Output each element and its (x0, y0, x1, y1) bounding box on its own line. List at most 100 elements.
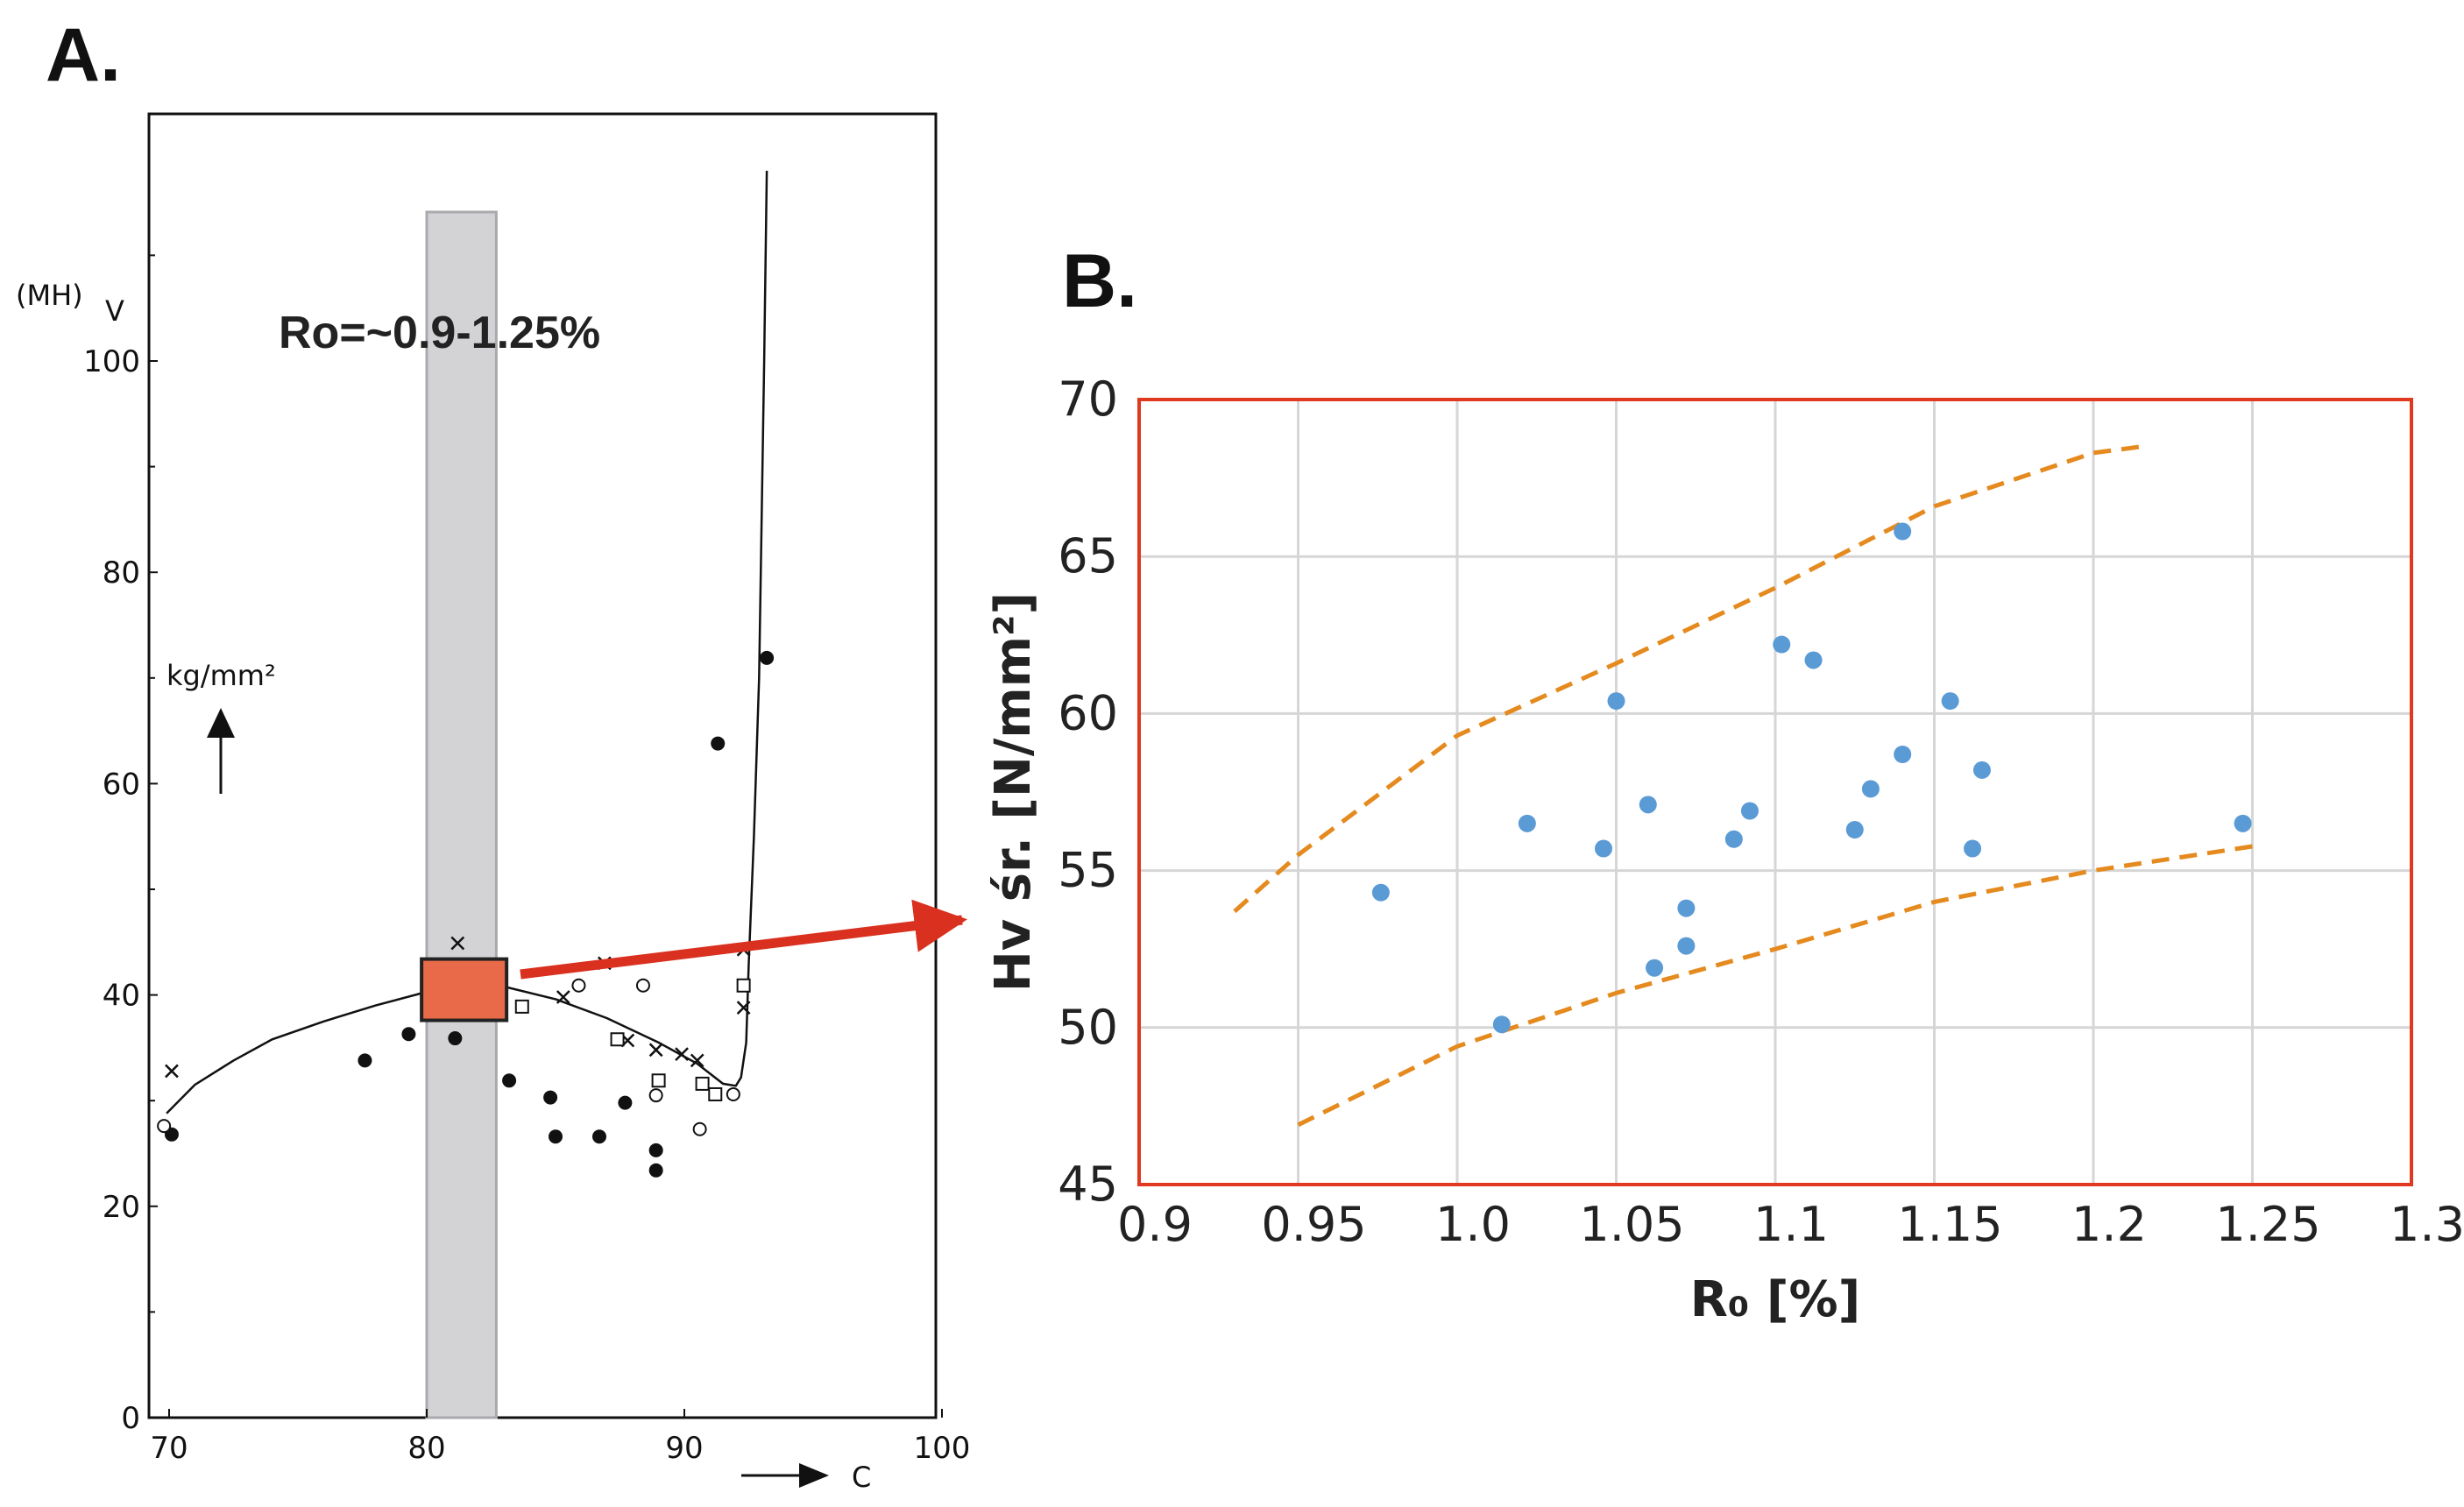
b-data-point (1724, 830, 1743, 848)
a-xtick-label: 80 (407, 1431, 445, 1466)
b-data-point (1964, 839, 1982, 858)
cross-point (675, 1047, 689, 1062)
a-ytick-label: 0 (121, 1401, 140, 1436)
panel-b-letter: B. (1062, 239, 1137, 323)
cross-point (736, 1001, 751, 1015)
open-square-point (736, 978, 751, 993)
filled-circle-point (543, 1090, 558, 1105)
open-square-point (610, 1032, 625, 1047)
b-data-point (1639, 796, 1657, 814)
b-data-point (1492, 1015, 1511, 1034)
b-ytick-label: 60 (1058, 685, 1118, 740)
panel-b-ylabel: Hv śr. [N/mm²] (985, 592, 1042, 992)
b-data-point (2234, 814, 2252, 832)
panel-b-xlabel: R₀ [%] (1690, 1271, 1860, 1328)
b-xtick-label: 1.1 (1753, 1197, 1829, 1252)
b-xtick-label: 1.3 (2390, 1197, 2464, 1252)
a-ytick-label: 100 (83, 344, 140, 379)
open-square-point (708, 1086, 723, 1101)
open-square-point (695, 1076, 710, 1091)
filled-circle-point (502, 1073, 517, 1088)
panel-b: B. 0.9 0.95 1.0 1.05 1.1 1.15 1.2 1.25 1.3 45 50 55… (985, 239, 2464, 1328)
a-ytick-label: 60 (103, 767, 140, 802)
open-square-point (514, 999, 529, 1014)
upper-envelope-line (1233, 444, 2142, 914)
cross-point (165, 1064, 179, 1079)
filled-circle-point (591, 1129, 606, 1144)
open-circle-point (648, 1088, 663, 1103)
a-ytick-label: 40 (103, 979, 140, 1014)
b-data-point (1371, 883, 1390, 902)
cross-point (556, 990, 570, 1004)
up-arrow-icon (207, 708, 235, 794)
a-xtick-label: 70 (150, 1431, 188, 1466)
b-ytick-label: 45 (1058, 1157, 1118, 1212)
b-data-point (1845, 821, 1864, 839)
highlight-band-rect (425, 210, 498, 1419)
filled-circle-point (401, 1027, 416, 1042)
panel-b-data-points (1371, 522, 2252, 1034)
filled-circle-point (549, 1129, 563, 1144)
b-xtick-label: 1.15 (1897, 1197, 2002, 1252)
b-data-point (1677, 937, 1696, 955)
b-xtick-label: 1.25 (2215, 1197, 2320, 1252)
open-circle-point (635, 978, 650, 993)
cross-point (450, 936, 465, 951)
b-ytick-label: 70 (1058, 371, 1118, 427)
b-ytick-label: 50 (1058, 1000, 1118, 1055)
filled-circle-point (648, 1143, 663, 1157)
b-data-point (1677, 899, 1696, 917)
filled-circle-point (648, 1163, 663, 1178)
filled-circle-point (618, 1095, 633, 1110)
filled-circle-point (358, 1053, 372, 1068)
b-data-point (1894, 745, 1912, 763)
ro-range-label: Ro=~0.9-1.25% (279, 308, 600, 358)
b-xtick-label: 0.9 (1117, 1197, 1193, 1252)
b-xtick-label: 1.05 (1579, 1197, 1684, 1252)
panel-a-ylabel: (MH) (16, 279, 83, 312)
a-xtick-label: 90 (665, 1431, 703, 1466)
highlight-box (420, 957, 509, 1022)
panel-a-axis-ticks: 0 20 40 60 80 100 70 80 90 100 (83, 254, 971, 1466)
panel-a-trend-curve (166, 170, 768, 1114)
lower-envelope-line (1297, 843, 2260, 1128)
panel-a-frame (147, 112, 938, 1419)
open-circle-point (726, 1086, 740, 1101)
b-data-point (1972, 761, 1991, 779)
b-data-point (1773, 635, 1791, 654)
b-xtick-label: 0.95 (1261, 1197, 1366, 1252)
zoom-arrow (520, 899, 968, 980)
b-data-point (1646, 959, 1664, 977)
filled-circle-point (711, 736, 726, 751)
b-ytick-label: 65 (1058, 528, 1118, 584)
b-xtick-label: 1.2 (2071, 1197, 2147, 1252)
panel-b-frame (1137, 398, 2413, 1186)
a-ytick-label: 20 (103, 1190, 140, 1225)
cross-point (690, 1053, 705, 1068)
open-square-point (651, 1073, 666, 1088)
panel-a-ylabel-subscript: V (105, 294, 124, 328)
panel-a-xlabel: C (852, 1461, 871, 1494)
a-xtick-label: 100 (914, 1431, 971, 1466)
b-xtick-label: 1.0 (1435, 1197, 1511, 1252)
a-ytick-label: 80 (103, 555, 140, 591)
b-ytick-label: 55 (1058, 843, 1118, 898)
cross-point (648, 1043, 663, 1058)
b-data-point (1594, 839, 1612, 858)
b-data-point (1518, 814, 1536, 832)
filled-circle-point (448, 1031, 463, 1046)
right-arrow-icon (741, 1463, 829, 1488)
panel-b-tick-labels: 0.9 0.95 1.0 1.05 1.1 1.15 1.2 1.25 1.3 45 50 55 60 6… (1058, 371, 2464, 1252)
b-data-point (1607, 692, 1625, 711)
b-data-point (1861, 780, 1880, 798)
panel-b-gridlines (1137, 398, 2413, 1186)
highlight-band (425, 210, 498, 1419)
b-data-point (1804, 651, 1823, 669)
open-circle-point (692, 1121, 707, 1136)
open-circle-point (157, 1119, 172, 1134)
open-circle-point (571, 978, 586, 993)
b-data-point (1941, 692, 1959, 711)
b-data-point (1740, 802, 1759, 820)
panel-a-yunit: kg/mm² (166, 659, 276, 692)
